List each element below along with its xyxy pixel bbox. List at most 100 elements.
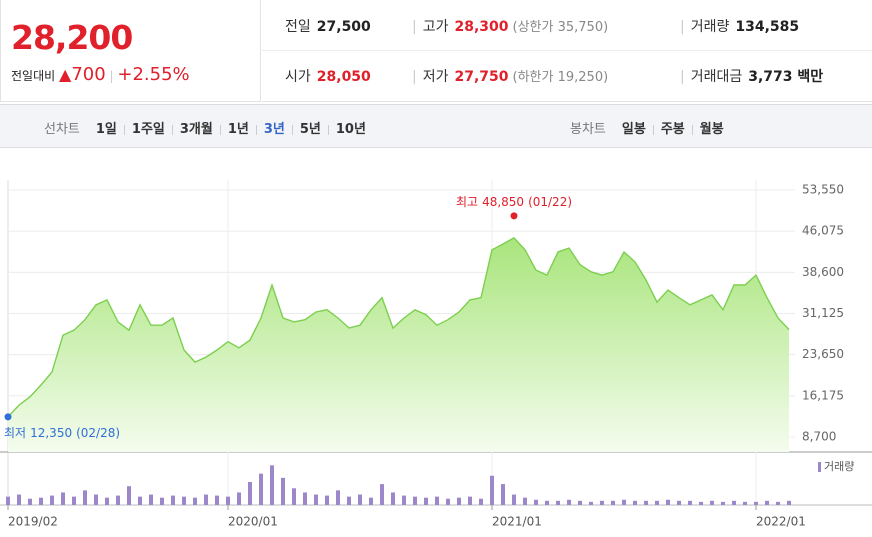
y-tick-label: 31,125 (802, 306, 844, 320)
volume-bar (688, 500, 692, 505)
volume-bar (193, 497, 197, 505)
extreme-value-label: 12,350 (30, 425, 72, 439)
volume-bar (721, 501, 725, 505)
info-label: 거래대금 (690, 69, 743, 85)
tab[interactable]: 10년 (321, 122, 366, 137)
volume-bar (567, 499, 571, 505)
y-tick-label: 16,175 (802, 388, 844, 402)
volume-bar (479, 498, 483, 505)
separator: | (109, 69, 114, 83)
volume-bar (149, 494, 153, 505)
volume-bar (72, 496, 76, 505)
extreme-label: 최고 (456, 194, 478, 208)
price-box: 28,200 전일대비 ▲700 | +2.55% (0, 0, 261, 102)
volume-bar (787, 500, 791, 505)
volume-bar (314, 494, 318, 505)
separator: | (680, 19, 685, 35)
volume-bar (358, 494, 362, 505)
volume-bar (83, 490, 87, 505)
volume-bar (226, 496, 230, 505)
volume-bar (182, 496, 186, 505)
candle-tabs: 봉차트 일봉 주봉 월봉 (570, 118, 724, 137)
legend-label: 거래량 (824, 460, 854, 473)
volume-bar (545, 500, 549, 505)
info-label: 저가 (422, 69, 449, 85)
tab-group-label: 봉차트 (570, 122, 606, 137)
info-value: 27,750 (454, 69, 509, 85)
tab[interactable]: 주봉 (646, 122, 685, 137)
volume-bar (17, 494, 21, 505)
tab[interactable]: 1일 (95, 122, 117, 137)
x-tick-label: 2020/01 (228, 515, 278, 529)
tab[interactable]: 월봉 (685, 122, 724, 137)
x-tick-label: 2019/02 (8, 515, 58, 529)
tab[interactable]: 3개월 (165, 122, 213, 137)
volume-bar (655, 500, 659, 505)
volume-bar (589, 501, 593, 505)
volume-bar (622, 499, 626, 505)
separator: | (412, 69, 417, 85)
volume-bar (105, 497, 109, 505)
change-row: 전일대비 ▲700 | +2.55% (11, 64, 190, 85)
info-label: 시가 (285, 69, 311, 85)
volume-bar (413, 496, 417, 505)
volume-bar (776, 501, 780, 505)
tab-bar: 선차트 1일 1주일 3개월 1년 3년 5년 10년 봉차트 일봉 주봉 월봉 (0, 104, 872, 148)
volume-bar (732, 500, 736, 505)
volume-bar (61, 492, 65, 505)
volume-bar (28, 498, 32, 505)
volume-bar (39, 497, 43, 505)
change: 700 (71, 64, 106, 85)
extreme-label: 최저 12,350 (02/28) (4, 425, 120, 439)
x-tick-label: 2021/01 (492, 515, 542, 529)
volume-bar (578, 500, 582, 505)
info-label: 전일 (285, 19, 311, 35)
tab[interactable]: 3년 (249, 122, 285, 137)
volume-bar (523, 497, 527, 505)
info-cell: | 거래대금 3,773 백만 (680, 66, 823, 86)
info-cell: | 저가 27,750 (하한가 19,250) (412, 66, 608, 86)
info-value: 28,300 (454, 19, 509, 35)
volume-bar (754, 501, 758, 505)
volume-bar (611, 500, 615, 505)
volume-bar (699, 501, 703, 505)
volume-bar (325, 495, 329, 505)
tab-group-label: 선차트 (44, 122, 80, 137)
line-tabs: 선차트 1일 1주일 3개월 1년 3년 5년 10년 (44, 118, 366, 137)
tab[interactable]: 1주일 (117, 122, 165, 137)
info-cell: | 거래량 134,585 (680, 16, 799, 36)
volume-bar (391, 492, 395, 505)
volume-bar (292, 488, 296, 505)
volume-bar (424, 497, 428, 505)
info-label: 거래량 (690, 19, 730, 35)
volume-bar (644, 500, 648, 505)
extreme-label: 최고 48,850 (01/22) (456, 194, 572, 208)
volume-bar (743, 501, 747, 505)
volume-bar (446, 498, 450, 505)
separator: | (412, 19, 417, 35)
volume-bar (50, 495, 54, 505)
price-line (7, 237, 790, 418)
y-tick-label: 8,700 (802, 430, 836, 444)
change-label: 전일대비 (11, 69, 56, 83)
up-arrow: ▲ (59, 65, 72, 84)
y-tick-label: 46,075 (802, 224, 844, 238)
volume-bar (215, 495, 219, 505)
chart: 8,700 16,175 23,650 31,125 38,600 46,075 53,55… (0, 180, 872, 529)
volume-bar (171, 495, 175, 505)
tab[interactable]: 5년 (285, 122, 321, 137)
info-label: 고가 (422, 19, 449, 35)
info-value: 134,585 (735, 19, 800, 35)
row-divider (262, 50, 872, 51)
volume-bar (138, 496, 142, 505)
extreme-value-label: 48,850 (482, 194, 524, 208)
volume-bar (281, 477, 285, 505)
volume-bar (380, 484, 384, 505)
tab[interactable]: 1년 (213, 122, 249, 137)
info-note: (상한가 35,750) (512, 20, 609, 35)
volume-bar (402, 495, 406, 505)
tab[interactable]: 일봉 (621, 122, 646, 137)
volume-bar (490, 475, 494, 505)
extreme-date: (02/28) (76, 425, 120, 439)
y-tick-label: 38,600 (802, 265, 844, 279)
